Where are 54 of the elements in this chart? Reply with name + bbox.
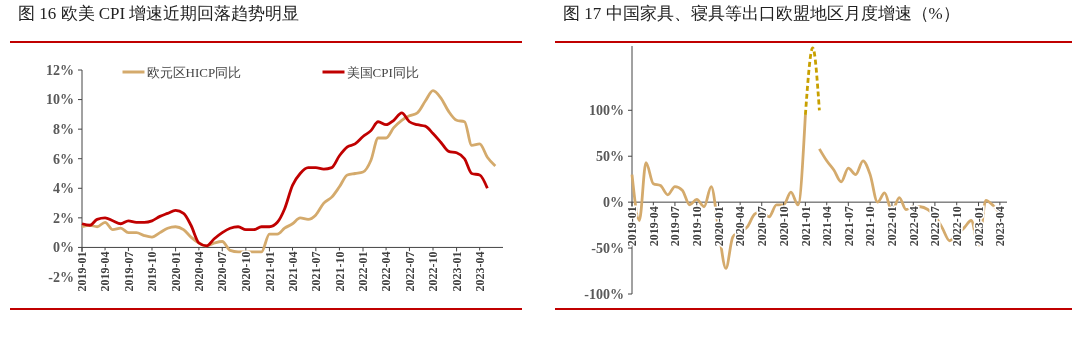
x-tick-label: 2019-07: [668, 206, 683, 247]
x-tick-label: 2022-07: [928, 206, 943, 247]
legend-label: 美国CPI同比: [346, 64, 419, 80]
x-tick-label: 2023-04: [993, 206, 1008, 247]
x-tick-label: 2020-10: [239, 251, 254, 292]
y-tick-label: 0%: [603, 195, 624, 211]
y-tick-label: -2%: [48, 269, 74, 285]
legend-label: 欧元区HICP同比: [146, 64, 242, 80]
y-tick-label: 12%: [46, 62, 74, 78]
y-tick-label: 8%: [53, 122, 74, 138]
x-tick-label: 2021-10: [863, 206, 878, 247]
y-tick-label: 10%: [46, 92, 74, 108]
x-tick-label: 2019-10: [689, 206, 704, 247]
y-tick-label: 0%: [53, 240, 74, 256]
x-tick-label: 2019-01: [625, 206, 640, 247]
x-tick-label: 2022-10: [949, 206, 964, 247]
x-tick-label: 2023-01: [449, 251, 464, 292]
line-series: [80, 111, 489, 248]
y-tick-label: -100%: [584, 286, 624, 302]
x-tick-label: 2023-01: [971, 206, 986, 247]
x-tick-label: 2019-07: [121, 251, 136, 292]
x-tick-label: 2022-10: [426, 251, 441, 292]
x-tick-label: 2022-07: [402, 251, 417, 292]
y-tick-label: 6%: [53, 151, 74, 167]
x-tick-label: 2020-04: [192, 251, 207, 292]
x-tick-label: 2021-01: [798, 206, 813, 247]
x-tick-label: 2023-04: [472, 251, 487, 292]
x-tick-label: 2019-04: [646, 206, 661, 247]
x-tick-label: 2022-01: [885, 206, 900, 247]
x-tick-label: 2022-04: [906, 206, 921, 247]
x-tick-label: 2020-07: [215, 251, 230, 292]
y-tick-label: 4%: [53, 181, 74, 197]
x-tick-label: 2020-01: [168, 251, 183, 292]
x-tick-label: 2021-01: [262, 251, 277, 292]
y-tick-label: -50%: [591, 240, 624, 256]
y-tick-label: 50%: [596, 149, 624, 165]
x-tick-label: 2021-07: [309, 251, 324, 292]
x-tick-label: 2021-07: [841, 206, 856, 247]
chart-title: 图 16 欧美 CPI 增速近期回落趋势明显: [18, 4, 300, 23]
y-tick-label: 2%: [53, 210, 74, 226]
x-tick-label: 2021-04: [819, 206, 834, 247]
x-tick-label: 2021-04: [285, 251, 300, 292]
x-tick-label: 2019-01: [75, 251, 90, 292]
chart-title: 图 17 中国家具、寝具等出口欧盟地区月度增速（%）: [563, 4, 960, 23]
x-tick-label: 2020-10: [776, 206, 791, 247]
y-tick-label: 100%: [589, 103, 624, 119]
x-tick-label: 2020-01: [711, 206, 726, 247]
x-tick-label: 2022-04: [379, 251, 394, 292]
x-tick-label: 2021-10: [332, 251, 347, 292]
x-tick-label: 2019-10: [145, 251, 160, 292]
x-tick-label: 2019-04: [98, 251, 113, 292]
x-tick-label: 2020-04: [733, 206, 748, 247]
x-tick-label: 2020-07: [754, 206, 769, 247]
x-tick-label: 2022-01: [356, 251, 371, 292]
